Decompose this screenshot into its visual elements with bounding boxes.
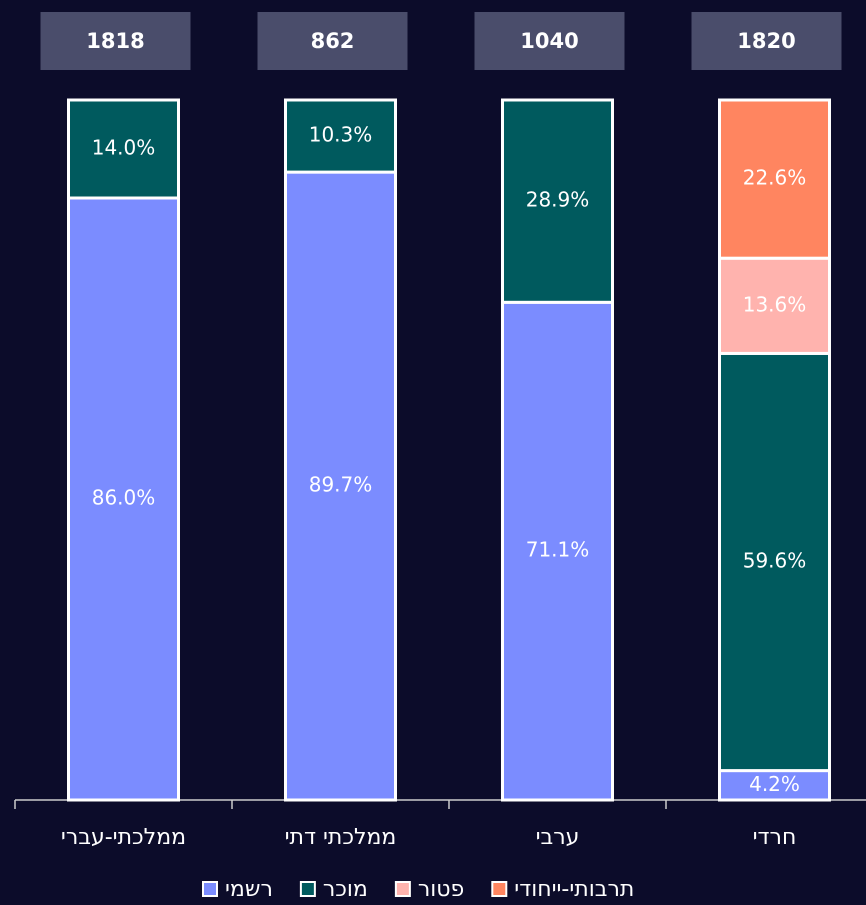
x-tick-label: חרדי xyxy=(753,825,797,850)
bar-segment xyxy=(501,98,614,304)
x-tick-label: ערבי xyxy=(536,825,580,850)
legend-label: מוכר xyxy=(323,877,368,902)
bar-segment xyxy=(501,300,614,802)
bar-segment xyxy=(718,769,831,802)
legend-label: רשמי xyxy=(225,877,273,902)
value-label: 4.2% xyxy=(749,772,800,796)
value-label: 71.1% xyxy=(526,538,590,562)
value-label: 13.6% xyxy=(743,292,807,316)
total-label: 1820 xyxy=(737,29,795,53)
bar-segment xyxy=(284,98,397,174)
bar-segment xyxy=(67,196,180,802)
legend-swatch xyxy=(491,881,508,897)
bar-segment xyxy=(67,98,180,200)
legend-swatch xyxy=(394,881,411,897)
legend-label: תרבותי-ייחודי xyxy=(514,877,634,902)
value-label: 59.6% xyxy=(743,549,807,573)
total-box xyxy=(257,12,408,70)
total-box xyxy=(40,12,191,70)
legend-label: פטור xyxy=(418,877,464,902)
value-label: 89.7% xyxy=(309,473,373,497)
total-label: 862 xyxy=(311,29,355,53)
x-tick-label: ממלכתי דתי xyxy=(285,825,397,850)
legend-swatch xyxy=(202,881,218,897)
bar-segment xyxy=(718,256,831,355)
total-box xyxy=(474,12,625,70)
value-label: 10.3% xyxy=(309,123,373,147)
value-label: 22.6% xyxy=(743,166,807,190)
total-label: 1040 xyxy=(520,29,578,53)
value-label: 14.0% xyxy=(92,136,156,160)
bar-segment xyxy=(718,351,831,773)
value-label: 86.0% xyxy=(92,486,156,510)
bar-segment xyxy=(718,98,831,260)
total-label: 1818 xyxy=(86,29,144,53)
legend-swatch xyxy=(299,881,316,897)
x-tick-label: ממלכתי-עברי xyxy=(61,825,186,850)
total-box xyxy=(691,12,842,70)
value-label: 28.9% xyxy=(526,188,590,212)
